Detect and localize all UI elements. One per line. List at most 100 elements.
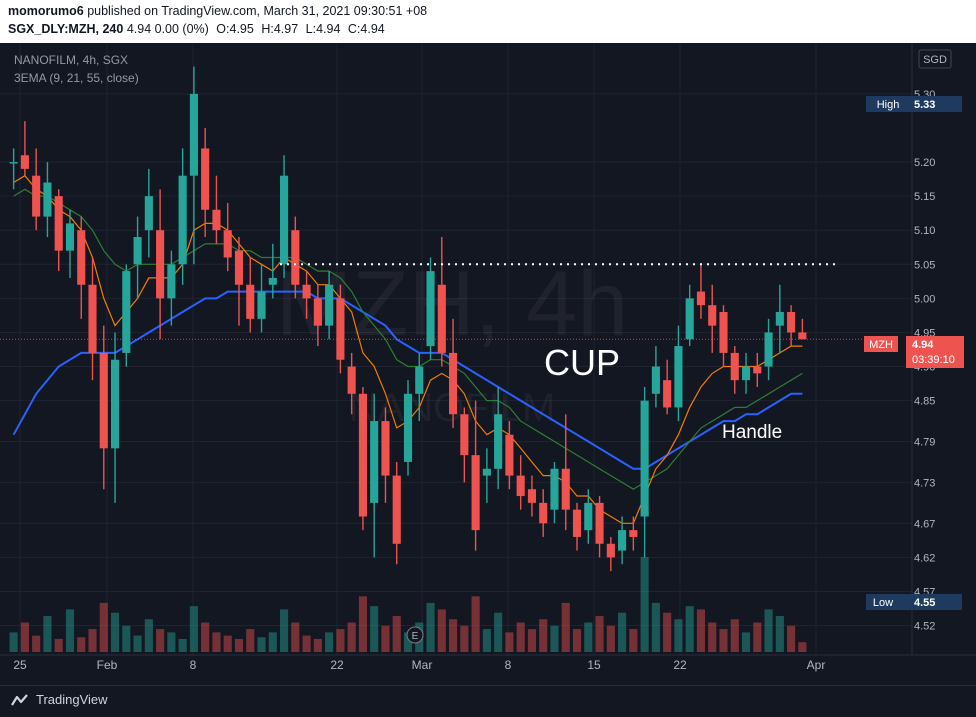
price-tick-label: 5.15 — [914, 191, 935, 203]
volume-bar — [325, 632, 334, 652]
time-axis[interactable]: 25 Feb 8 22 Mar 8 15 22 Apr — [13, 658, 825, 672]
time-tick-label: 22 — [673, 658, 687, 672]
candle-body — [336, 298, 345, 360]
volume-bar — [539, 619, 548, 652]
handle-annotation: Handle — [722, 422, 782, 443]
candle-body — [753, 366, 762, 374]
volume-bar — [167, 632, 176, 652]
candle-body — [426, 271, 435, 347]
candle-body — [651, 366, 660, 394]
candle-body — [246, 284, 255, 319]
candle-body — [539, 502, 548, 524]
volume-bar — [651, 602, 660, 652]
volume-bar — [336, 629, 345, 652]
price-tick-label: 4.67 — [914, 518, 935, 530]
volume-bar — [685, 606, 694, 652]
chart-overlays — [0, 263, 864, 340]
price-tick-label: 5.10 — [914, 225, 935, 237]
volume-bar — [20, 622, 29, 652]
price-tick-label: 4.85 — [914, 396, 935, 408]
watermark-symbol: MZH, 4h — [276, 253, 629, 355]
candle-body — [685, 298, 694, 340]
volume-bar — [178, 638, 187, 652]
volume-bar — [381, 625, 390, 652]
volume-bar — [708, 622, 717, 652]
volume-bar — [291, 622, 300, 652]
time-tick-label: 15 — [587, 658, 601, 672]
volume-bar — [88, 629, 97, 652]
candle-body — [764, 332, 773, 367]
volume-bar — [201, 622, 210, 652]
candle-body — [449, 352, 458, 415]
ema-55-line — [12, 290, 803, 470]
volume-bar — [426, 602, 435, 652]
currency-badge[interactable]: SGD — [918, 49, 952, 69]
time-tick-label: 8 — [505, 658, 512, 672]
legend-indicator[interactable]: 3EMA (9, 21, 55, close) — [14, 71, 139, 85]
candle-body — [584, 502, 593, 531]
candle-body — [561, 468, 570, 510]
time-tick-label: Feb — [97, 658, 118, 672]
price-tick-label: 5.20 — [914, 157, 935, 169]
volume-bar — [77, 637, 86, 652]
candle-body — [212, 209, 221, 231]
price-tick-label: 4.73 — [914, 477, 935, 489]
author-name[interactable]: momorumo6 — [8, 4, 84, 18]
candle-body — [482, 468, 491, 476]
volume-bars — [9, 557, 807, 652]
candle-body — [606, 543, 615, 558]
candle-body — [741, 366, 751, 381]
volume-bar — [358, 596, 367, 652]
footer: TradingView — [0, 685, 976, 717]
volume-bar — [460, 625, 469, 652]
ema-21-line — [13, 188, 803, 490]
volume-bar — [99, 602, 108, 652]
chart-area[interactable]: MZH, 4h NANOFILM NANOFILM, 4h, SGX 3EMA … — [0, 43, 976, 685]
candle-body — [403, 393, 413, 462]
current-value: 4.94 — [912, 339, 934, 351]
volume-bar — [347, 622, 356, 652]
ohlc-open: O:4.95 — [216, 22, 254, 36]
candle-body — [471, 455, 480, 531]
volume-bar — [449, 619, 458, 652]
current-symbol: MZH — [869, 339, 893, 351]
earnings-marker[interactable]: E — [406, 626, 424, 644]
volume-bar — [212, 632, 221, 652]
volume-bar — [280, 609, 289, 652]
volume-bar — [798, 642, 807, 652]
volume-bar — [741, 632, 751, 652]
candle-body — [167, 264, 176, 299]
candle-body — [618, 530, 627, 551]
candle-body — [291, 230, 300, 285]
candle-body — [122, 271, 131, 353]
volume-bar — [370, 606, 379, 652]
price-chart[interactable]: MZH, 4h NANOFILM NANOFILM, 4h, SGX 3EMA … — [0, 43, 976, 685]
candle-body — [347, 366, 356, 394]
volume-bar — [223, 635, 232, 652]
ohlc-close: C:4.94 — [347, 22, 385, 36]
volume-bar — [764, 609, 773, 652]
volume-bar — [403, 632, 413, 652]
candle-body — [730, 352, 739, 381]
volume-bar — [640, 557, 649, 652]
candle-body — [110, 359, 120, 449]
candle-body — [201, 148, 210, 210]
high-value: 5.33 — [914, 99, 935, 111]
volume-bar — [572, 629, 582, 652]
candle-body — [234, 250, 244, 285]
candle-body — [392, 475, 401, 544]
tradingview-logo[interactable]: TradingView — [10, 692, 108, 707]
volume-bar — [189, 606, 198, 652]
candle-body — [798, 332, 807, 340]
candle-body — [133, 237, 142, 265]
svg-text:E: E — [412, 631, 419, 642]
time-tick-label: 25 — [13, 658, 27, 672]
volume-bar — [663, 612, 672, 652]
candle-body — [144, 196, 153, 231]
candle-body — [381, 421, 390, 476]
legend-title[interactable]: NANOFILM, 4h, SGX — [14, 53, 128, 67]
candle-body — [313, 298, 322, 326]
price-tick-label: 4.52 — [914, 621, 935, 633]
candle-body — [494, 414, 503, 469]
candle-body — [32, 175, 41, 217]
